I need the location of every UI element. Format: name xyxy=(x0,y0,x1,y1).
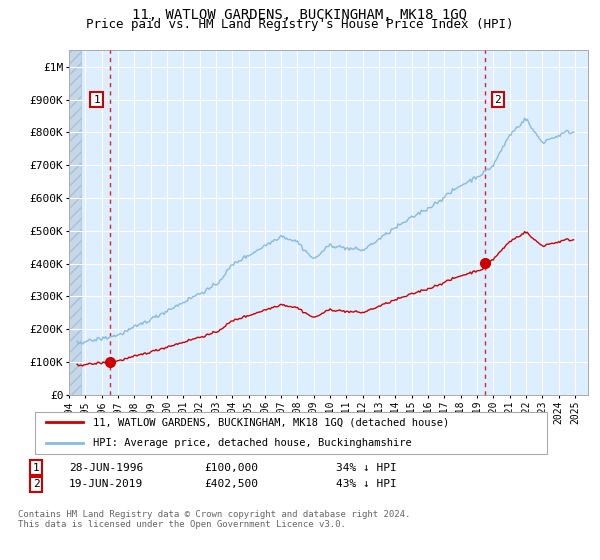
Text: 1: 1 xyxy=(93,95,100,105)
Text: 43% ↓ HPI: 43% ↓ HPI xyxy=(336,479,397,489)
Text: Contains HM Land Registry data © Crown copyright and database right 2024.
This d: Contains HM Land Registry data © Crown c… xyxy=(18,510,410,529)
Text: 28-JUN-1996: 28-JUN-1996 xyxy=(69,463,143,473)
Text: £100,000: £100,000 xyxy=(204,463,258,473)
FancyBboxPatch shape xyxy=(35,412,547,454)
Text: 19-JUN-2019: 19-JUN-2019 xyxy=(69,479,143,489)
Text: 2: 2 xyxy=(32,479,40,489)
Text: HPI: Average price, detached house, Buckinghamshire: HPI: Average price, detached house, Buck… xyxy=(94,438,412,448)
Text: 11, WATLOW GARDENS, BUCKINGHAM, MK18 1GQ: 11, WATLOW GARDENS, BUCKINGHAM, MK18 1GQ xyxy=(133,8,467,22)
Text: Price paid vs. HM Land Registry's House Price Index (HPI): Price paid vs. HM Land Registry's House … xyxy=(86,18,514,31)
Text: 11, WATLOW GARDENS, BUCKINGHAM, MK18 1GQ (detached house): 11, WATLOW GARDENS, BUCKINGHAM, MK18 1GQ… xyxy=(94,417,449,427)
Text: 1: 1 xyxy=(32,463,40,473)
Text: 34% ↓ HPI: 34% ↓ HPI xyxy=(336,463,397,473)
Text: 2: 2 xyxy=(494,95,501,105)
Text: £402,500: £402,500 xyxy=(204,479,258,489)
